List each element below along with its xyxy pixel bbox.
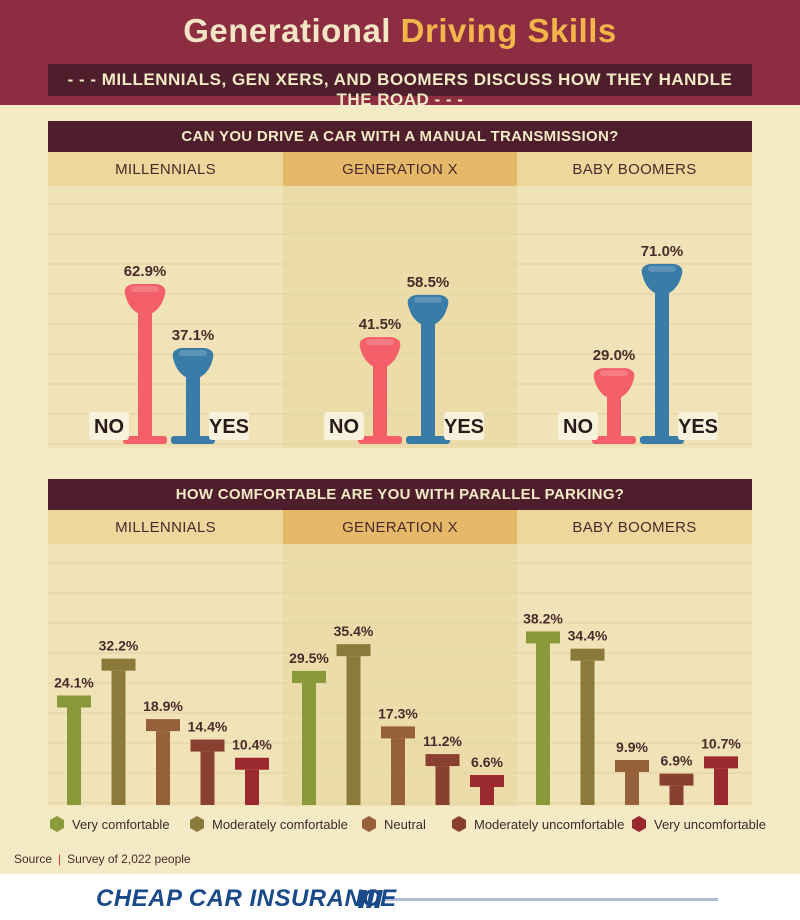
legend-label-moderately-comfortable: Moderately comfortable — [212, 816, 348, 832]
title-part-2: Driving Skills — [400, 12, 617, 49]
brand-logo: CHEAP CAR INSURANCE — [96, 885, 397, 912]
parking-col-header-boomers: BABY BOOMERS — [517, 510, 752, 544]
parallel-parking-chart: 24.1% 32.2% 18.9% 14.4%10.4% 29.5% 35.4% 17.3%… — [48, 562, 752, 805]
manual-generation-x-no-value-label: 41.5% — [359, 316, 402, 333]
manual-transmission-chart: 62.9% NO 37.1% YES 41.5% NO 58.5% YES 29.0% NO 71.… — [48, 203, 752, 445]
parking-millennials-very-comfortable-bar — [57, 695, 91, 805]
parking-baby-boomers-neutral-value-label: 9.9% — [616, 739, 648, 755]
footer-bar — [0, 874, 800, 920]
manual-generation-x-yes-category-label: YES — [444, 412, 484, 440]
legend-item-very-comfortable: Very comfortable — [50, 816, 170, 832]
parking-generation-x-very-uncomfortable-bar — [470, 775, 504, 805]
parking-millennials-moderately-uncomfortable-bar — [190, 739, 225, 805]
parking-baby-boomers-very-comfortable-bar — [526, 631, 560, 805]
subtitle-band — [48, 64, 752, 96]
legend-item-very-uncomfortable: Very uncomfortable — [632, 816, 766, 832]
parking-generation-x-moderately-uncomfortable-value-label: 11.2% — [423, 733, 462, 749]
parking-millennials-very-uncomfortable-bar — [235, 757, 269, 805]
svg-text:NO: NO — [94, 416, 124, 438]
manual-generation-x-no-bar — [358, 337, 402, 444]
manual-generation-x-yes-bar — [406, 294, 450, 444]
parking-millennials-moderately-uncomfortable-value-label: 14.4% — [188, 719, 228, 735]
parking-generation-x-very-uncomfortable-value-label: 6.6% — [471, 754, 503, 770]
manual-millennials-no-category-label: NO — [89, 412, 129, 440]
manual-millennials-yes-value-label: 37.1% — [172, 327, 215, 344]
manual-millennials-yes-bar — [171, 347, 215, 444]
legend-swatch-very-uncomfortable — [632, 816, 646, 832]
legend-item-neutral: Neutral — [362, 816, 426, 832]
manual-generation-x-yes-value-label: 58.5% — [407, 274, 450, 291]
manual-baby-boomers-no-category-label: NO — [558, 412, 598, 440]
manual-millennials-yes-category-label: YES — [209, 412, 249, 440]
manual-section-title: CAN YOU DRIVE A CAR WITH A MANUAL TRANSM… — [181, 128, 619, 145]
parking-baby-boomers-moderately-uncomfortable-value-label: 6.9% — [661, 753, 693, 769]
parking-baby-boomers-moderately-comfortable-bar — [570, 648, 605, 805]
manual-baby-boomers-no-value-label: 29.0% — [593, 347, 636, 364]
parking-baby-boomers-moderately-uncomfortable-bar — [659, 773, 694, 805]
manual-col-bg-genx — [283, 152, 517, 448]
parking-millennials-neutral-bar — [146, 719, 180, 805]
manual-millennials-no-bar — [123, 284, 167, 444]
manual-baby-boomers-yes-category-label: YES — [678, 412, 718, 440]
parking-millennials-neutral-value-label: 18.9% — [143, 698, 183, 714]
manual-col-header-millennials: MILLENNIALS — [48, 152, 283, 186]
manual-baby-boomers-yes-value-label: 71.0% — [641, 243, 684, 260]
legend-label-neutral: Neutral — [384, 816, 426, 832]
svg-text:YES: YES — [678, 416, 718, 438]
parking-generation-x-neutral-value-label: 17.3% — [378, 705, 418, 721]
svg-text:YES: YES — [209, 416, 249, 438]
legend-item-moderately-uncomfortable: Moderately uncomfortable — [452, 816, 624, 832]
manual-baby-boomers-yes-bar — [640, 263, 684, 444]
parking-generation-x-very-comfortable-value-label: 29.5% — [289, 650, 329, 666]
page-title: Generational Driving Skills — [0, 12, 800, 50]
parking-generation-x-moderately-uncomfortable-bar — [425, 754, 460, 805]
parking-baby-boomers-very-comfortable-value-label: 38.2% — [523, 610, 563, 626]
source-note: Source | Survey of 2,022 people — [14, 852, 191, 866]
parking-baby-boomers-neutral-bar — [615, 760, 649, 805]
legend-label-very-uncomfortable: Very uncomfortable — [654, 816, 767, 832]
page-subtitle: - - - MILLENNIALS, GEN XERS, AND BOOMERS… — [67, 70, 733, 109]
parking-col-header-genx: GENERATION X — [283, 510, 517, 544]
parking-generation-x-neutral-bar — [381, 726, 415, 805]
parking-baby-boomers-very-uncomfortable-value-label: 10.7% — [701, 735, 741, 751]
parking-millennials-very-comfortable-value-label: 24.1% — [54, 674, 94, 690]
parking-generation-x-very-comfortable-bar — [292, 670, 326, 805]
manual-col-header-boomers: BABY BOOMERS — [517, 152, 752, 186]
svg-text:YES: YES — [444, 416, 484, 438]
source-label: Source — [14, 852, 53, 866]
manual-col-bg-millennials — [48, 152, 283, 448]
legend-label-moderately-uncomfortable: Moderately uncomfortable — [474, 816, 625, 832]
parking-generation-x-moderately-comfortable-bar — [336, 644, 371, 805]
manual-baby-boomers-no-bar — [592, 368, 636, 444]
svg-text:NO: NO — [329, 416, 359, 438]
parking-legend: Very comfortable Moderately comfortable … — [0, 812, 800, 842]
legend-label-very-comfortable: Very comfortable — [72, 816, 170, 832]
legend-swatch-moderately-comfortable — [190, 816, 204, 832]
svg-text:NO: NO — [563, 416, 593, 438]
legend-item-moderately-comfortable: Moderately comfortable — [190, 816, 348, 832]
manual-section-bar — [48, 121, 752, 153]
manual-col-header-genx: GENERATION X — [283, 152, 517, 186]
manual-millennials-no-value-label: 62.9% — [124, 263, 167, 280]
parking-col-header-millennials: MILLENNIALS — [48, 510, 283, 544]
parking-baby-boomers-very-uncomfortable-bar — [704, 756, 738, 805]
parking-generation-x-moderately-comfortable-value-label: 35.4% — [334, 623, 374, 639]
manual-col-bg-boomers — [517, 152, 752, 448]
parking-millennials-moderately-comfortable-value-label: 32.2% — [99, 638, 139, 654]
parking-millennials-moderately-comfortable-bar — [101, 658, 136, 805]
parking-section-bar — [48, 479, 752, 511]
parking-baby-boomers-moderately-comfortable-value-label: 34.4% — [568, 628, 608, 644]
title-part-1: Generational — [183, 12, 391, 49]
legend-swatch-moderately-uncomfortable — [452, 816, 466, 832]
parking-section-title: HOW COMFORTABLE ARE YOU WITH PARALLEL PA… — [175, 486, 625, 503]
source-text: Survey of 2,022 people — [67, 852, 191, 866]
parking-millennials-very-uncomfortable-value-label: 10.4% — [232, 737, 272, 753]
legend-swatch-neutral — [362, 816, 376, 832]
legend-swatch-very-comfortable — [50, 816, 64, 832]
logo-stripes-icon — [358, 890, 718, 908]
manual-generation-x-no-category-label: NO — [324, 412, 364, 440]
